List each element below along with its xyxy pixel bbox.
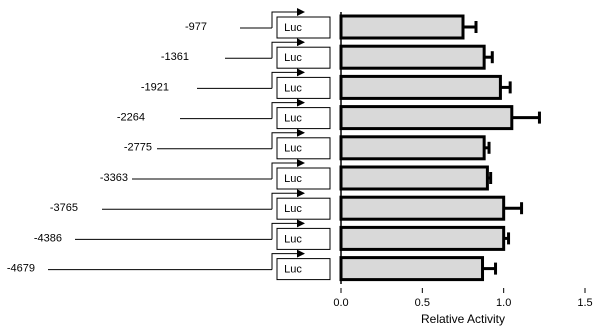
bar xyxy=(339,195,506,221)
luc-box xyxy=(276,167,331,190)
category-label: -2775 xyxy=(124,142,152,154)
luc-label: Luc xyxy=(284,143,302,155)
category-label: -3363 xyxy=(100,172,128,184)
bar xyxy=(339,105,514,131)
luc-box xyxy=(276,197,331,220)
category-label: -2264 xyxy=(117,112,145,124)
bar xyxy=(339,44,486,70)
tss-arrow xyxy=(271,189,305,210)
bar xyxy=(339,14,465,40)
luc-box xyxy=(276,76,331,99)
tss-arrow xyxy=(271,8,305,28)
bar xyxy=(339,74,502,100)
category-label: -4386 xyxy=(34,232,62,244)
x-tick-label: 0.5 xyxy=(415,297,430,309)
tss-arrow xyxy=(271,219,305,240)
tss-arrow xyxy=(271,68,305,89)
luc-label: Luc xyxy=(284,233,302,245)
x-tick-label: 1.0 xyxy=(496,297,511,309)
x-tick-label: 1.5 xyxy=(577,297,592,309)
luc-box xyxy=(276,258,331,281)
tss-arrow xyxy=(271,159,305,179)
luc-box xyxy=(276,107,331,130)
category-label: -1361 xyxy=(161,51,189,63)
luc-label: Luc xyxy=(284,173,302,185)
luc-label: Luc xyxy=(284,82,302,94)
category-label: -977 xyxy=(185,21,207,33)
luc-box xyxy=(276,137,331,160)
luc-box xyxy=(276,16,331,39)
luc-label: Luc xyxy=(284,264,302,276)
category-label: -1921 xyxy=(141,81,169,93)
x-axis-label: Relative Activity xyxy=(421,312,505,326)
luc-box xyxy=(276,227,331,250)
tss-arrow xyxy=(271,38,305,59)
tss-arrow xyxy=(271,128,305,149)
bar xyxy=(339,225,506,251)
tss-arrow xyxy=(271,249,305,270)
bar xyxy=(339,256,485,282)
luc-label: Luc xyxy=(284,203,302,215)
luc-label: Luc xyxy=(284,52,302,64)
tss-arrow xyxy=(271,98,305,119)
category-label: -4679 xyxy=(7,263,35,275)
bar xyxy=(339,165,489,191)
x-tick-label: 0.0 xyxy=(333,297,348,309)
luc-box xyxy=(276,46,331,69)
luc-label: Luc xyxy=(284,113,302,125)
category-label: -3765 xyxy=(50,202,78,214)
bar xyxy=(339,135,486,161)
luc-label: Luc xyxy=(284,22,302,34)
